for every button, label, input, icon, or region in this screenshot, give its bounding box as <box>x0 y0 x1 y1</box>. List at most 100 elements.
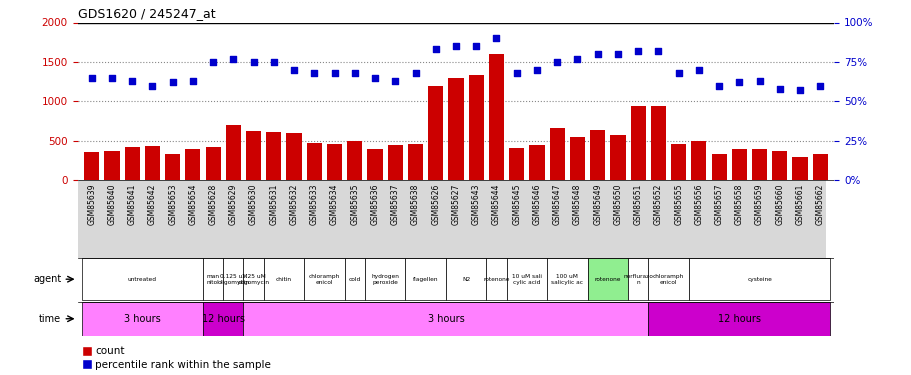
Bar <box>648 302 830 336</box>
Text: GSM85661: GSM85661 <box>794 184 804 225</box>
Bar <box>792 157 807 180</box>
Bar <box>448 78 463 180</box>
Point <box>549 59 564 65</box>
Bar <box>549 128 564 180</box>
Text: GSM85646: GSM85646 <box>532 184 541 225</box>
Text: GSM85658: GSM85658 <box>734 184 743 225</box>
Bar <box>84 152 99 180</box>
Bar <box>203 302 243 336</box>
Point <box>448 43 463 49</box>
Bar <box>609 135 625 180</box>
Bar <box>243 302 648 336</box>
Text: 3 hours: 3 hours <box>124 314 160 324</box>
Text: GSM85642: GSM85642 <box>148 184 157 225</box>
Bar <box>347 141 362 180</box>
Text: 10 uM sali
cylic acid: 10 uM sali cylic acid <box>511 274 541 285</box>
Point <box>812 82 826 88</box>
Bar <box>266 132 281 180</box>
Bar <box>628 258 648 300</box>
Text: GSM85656: GSM85656 <box>693 184 702 225</box>
Point <box>327 70 342 76</box>
Bar <box>569 137 584 180</box>
Bar <box>547 258 587 300</box>
Text: 12 hours: 12 hours <box>201 314 244 324</box>
Bar <box>223 258 243 300</box>
Bar <box>445 258 486 300</box>
Point <box>165 80 179 86</box>
Bar <box>364 258 405 300</box>
Text: GSM85644: GSM85644 <box>491 184 500 225</box>
Text: GSM85639: GSM85639 <box>87 184 96 225</box>
Text: GSM85654: GSM85654 <box>189 184 197 225</box>
Point <box>105 75 119 81</box>
Text: GSM85647: GSM85647 <box>552 184 561 225</box>
Bar <box>670 144 685 180</box>
Point <box>752 78 766 84</box>
Text: 0.125 uM
oligomycin: 0.125 uM oligomycin <box>217 274 249 285</box>
Bar <box>304 258 344 300</box>
Point <box>589 51 604 57</box>
Bar <box>691 141 706 180</box>
Bar <box>367 149 383 180</box>
Point <box>610 51 625 57</box>
Text: 100 uM
salicylic ac: 100 uM salicylic ac <box>551 274 583 285</box>
Text: GSM85649: GSM85649 <box>592 184 601 225</box>
Bar <box>125 147 139 180</box>
Bar <box>587 258 628 300</box>
Bar <box>81 302 203 336</box>
Bar <box>165 154 180 180</box>
Bar <box>387 145 403 180</box>
Point <box>145 82 159 88</box>
Point <box>428 46 443 52</box>
Bar <box>286 133 302 180</box>
Text: GSM85636: GSM85636 <box>370 184 379 225</box>
Point <box>711 82 726 88</box>
Bar <box>427 86 443 180</box>
Point <box>650 48 665 54</box>
Text: GSM85638: GSM85638 <box>411 184 420 225</box>
Point <box>468 43 483 49</box>
Text: GSM85634: GSM85634 <box>330 184 339 225</box>
Text: rotenone: rotenone <box>594 277 620 282</box>
Bar <box>648 258 688 300</box>
Text: untreated: untreated <box>128 277 157 282</box>
Point <box>691 67 705 73</box>
Legend: count, percentile rank within the sample: count, percentile rank within the sample <box>83 346 271 370</box>
Bar <box>772 151 786 180</box>
Bar <box>630 106 645 180</box>
Bar <box>688 258 830 300</box>
Text: agent: agent <box>33 274 61 284</box>
Point <box>772 86 786 92</box>
Point <box>408 70 423 76</box>
Text: time: time <box>39 314 61 324</box>
Text: GSM85627: GSM85627 <box>451 184 460 225</box>
Bar <box>752 149 766 180</box>
Point <box>387 78 402 84</box>
Text: man
nitol: man nitol <box>207 274 220 285</box>
Bar <box>145 146 159 180</box>
Text: hydrogen
peroxide: hydrogen peroxide <box>371 274 399 285</box>
Text: GSM85652: GSM85652 <box>653 184 662 225</box>
Bar <box>506 258 547 300</box>
Point <box>125 78 139 84</box>
Point <box>307 70 322 76</box>
Text: GSM85633: GSM85633 <box>310 184 319 225</box>
Text: norflurazo
n: norflurazo n <box>622 274 652 285</box>
Bar <box>508 148 524 180</box>
Point <box>569 56 584 62</box>
Point <box>85 75 99 81</box>
Text: GSM85651: GSM85651 <box>633 184 642 225</box>
Point <box>670 70 685 76</box>
Text: chloramph
enicol: chloramph enicol <box>309 274 340 285</box>
Point <box>347 70 362 76</box>
Point <box>185 78 200 84</box>
Bar <box>246 131 261 180</box>
Bar <box>243 258 263 300</box>
Text: GSM85637: GSM85637 <box>390 184 399 225</box>
Bar <box>711 154 726 180</box>
Bar <box>650 106 665 180</box>
Text: GSM85635: GSM85635 <box>350 184 359 225</box>
Text: rotenone: rotenone <box>483 277 509 282</box>
Bar <box>203 258 223 300</box>
Text: GSM85653: GSM85653 <box>168 184 177 225</box>
